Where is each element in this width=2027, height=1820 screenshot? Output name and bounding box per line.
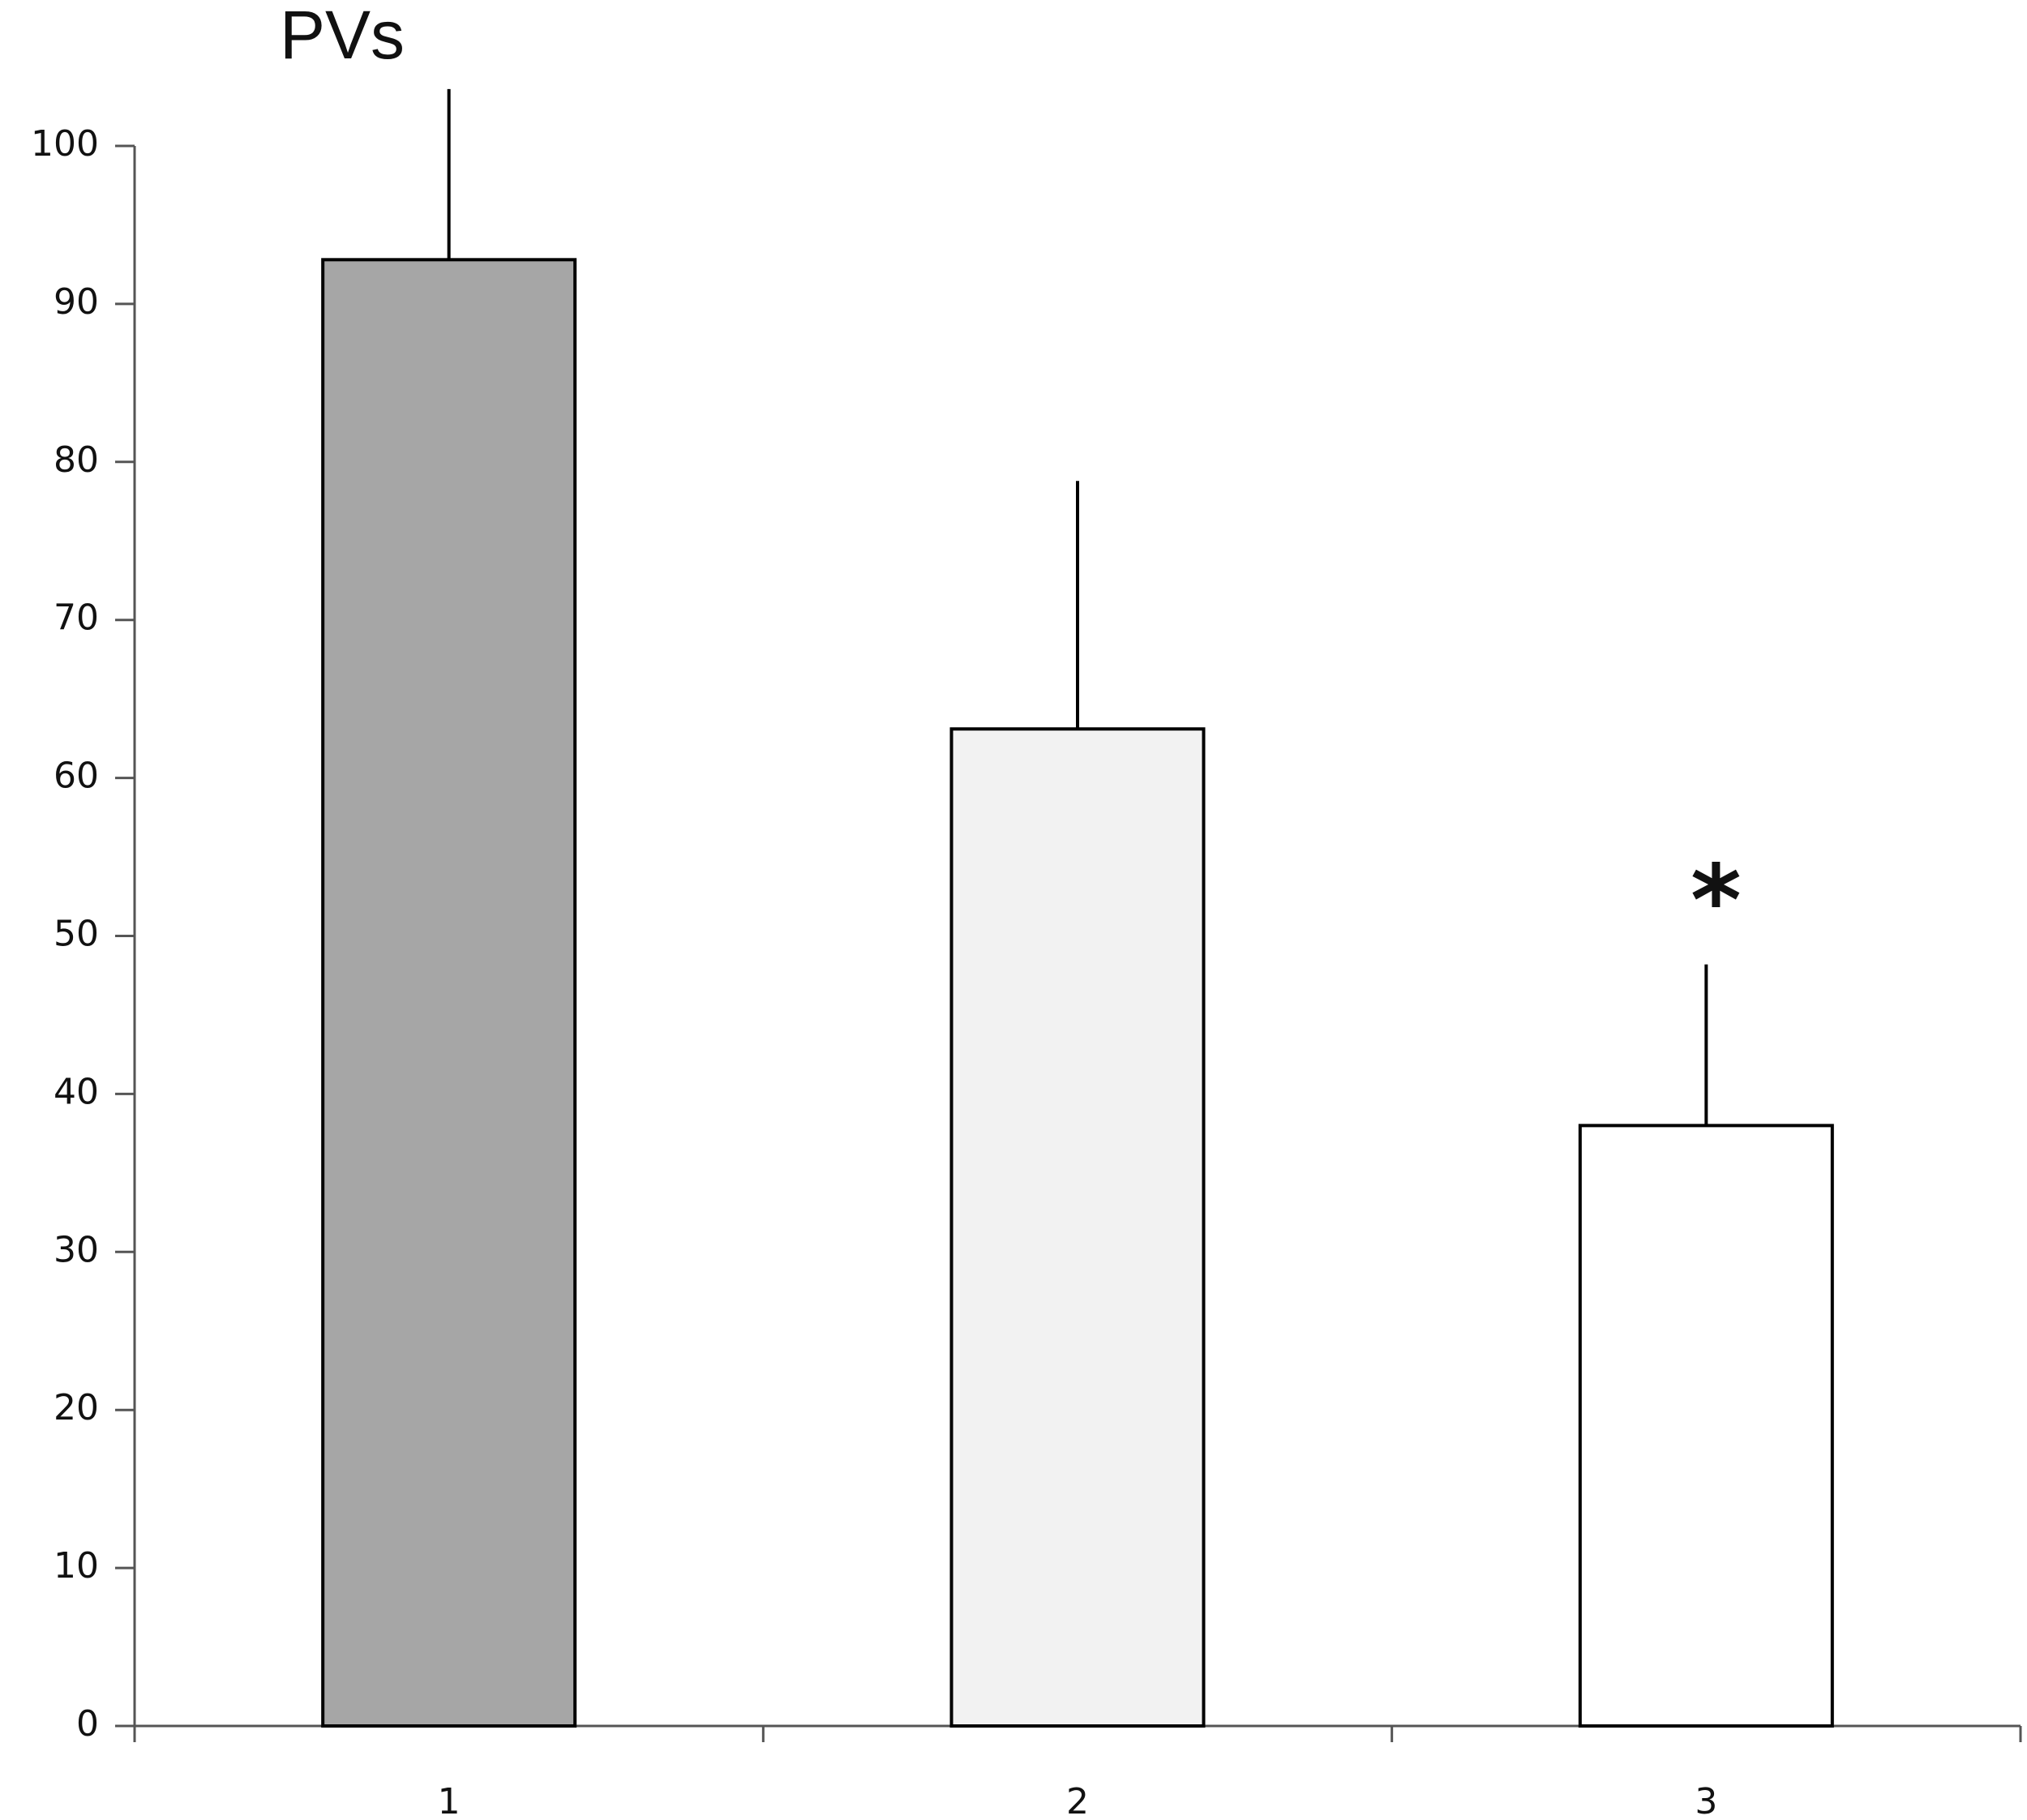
y-tick-label: 50 [54,914,99,955]
y-tick-label: 20 [54,1387,99,1428]
y-tick-label: 100 [31,123,99,165]
annotation: * [1691,845,1742,957]
y-tick-label: 70 [54,597,99,639]
y-tick-label: 80 [54,439,99,481]
y-tick-label: 40 [54,1071,99,1112]
y-tick-label: 10 [54,1545,99,1587]
bar [949,727,1206,1728]
chart-title: PVs [280,0,405,73]
y-tick-label: 90 [54,281,99,323]
y-tick-label: 60 [54,756,99,797]
y-tick-label: 0 [76,1703,99,1745]
y-tick-label: 30 [54,1229,99,1270]
x-tick-label: 3 [1695,1781,1717,1820]
bar [1578,1124,1834,1728]
x-tick-label: 2 [1066,1781,1089,1820]
bar [321,258,577,1728]
x-tick-label: 1 [438,1781,461,1820]
